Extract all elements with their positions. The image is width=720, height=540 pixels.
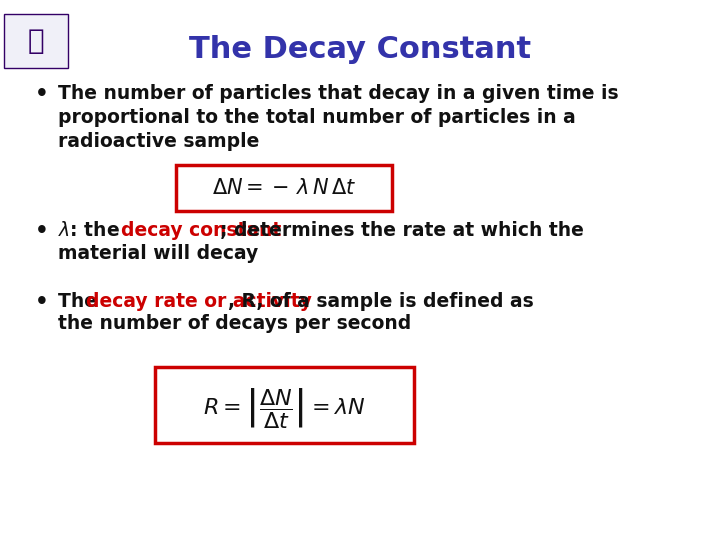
Text: proportional to the total number of particles in a: proportional to the total number of part… <box>58 108 575 127</box>
FancyBboxPatch shape <box>155 367 414 443</box>
Text: 🦎: 🦎 <box>27 26 45 55</box>
Text: $\lambda$: the: $\lambda$: the <box>58 221 120 240</box>
Text: radioactive sample: radioactive sample <box>58 132 259 151</box>
Text: The number of particles that decay in a given time is: The number of particles that decay in a … <box>58 84 618 103</box>
Text: decay constant: decay constant <box>121 221 282 240</box>
Text: $\Delta N = -\,\lambda\, N\, \Delta t$: $\Delta N = -\,\lambda\, N\, \Delta t$ <box>212 178 356 198</box>
Text: the number of decays per second: the number of decays per second <box>58 314 411 333</box>
Text: •: • <box>35 292 48 312</box>
Text: , R, of a sample is defined as: , R, of a sample is defined as <box>228 292 534 310</box>
Text: •: • <box>35 221 48 241</box>
FancyBboxPatch shape <box>176 165 392 211</box>
Text: The Decay Constant: The Decay Constant <box>189 35 531 64</box>
FancyBboxPatch shape <box>4 14 68 68</box>
Text: material will decay: material will decay <box>58 244 258 263</box>
Text: The: The <box>58 292 103 310</box>
Text: •: • <box>35 84 48 104</box>
Text: decay rate or activity: decay rate or activity <box>86 292 312 310</box>
Text: $R = \left|\dfrac{\Delta N}{\Delta t}\right| = \lambda N$: $R = \left|\dfrac{\Delta N}{\Delta t}\ri… <box>203 386 366 430</box>
Text: ; determines the rate at which the: ; determines the rate at which the <box>220 221 584 240</box>
